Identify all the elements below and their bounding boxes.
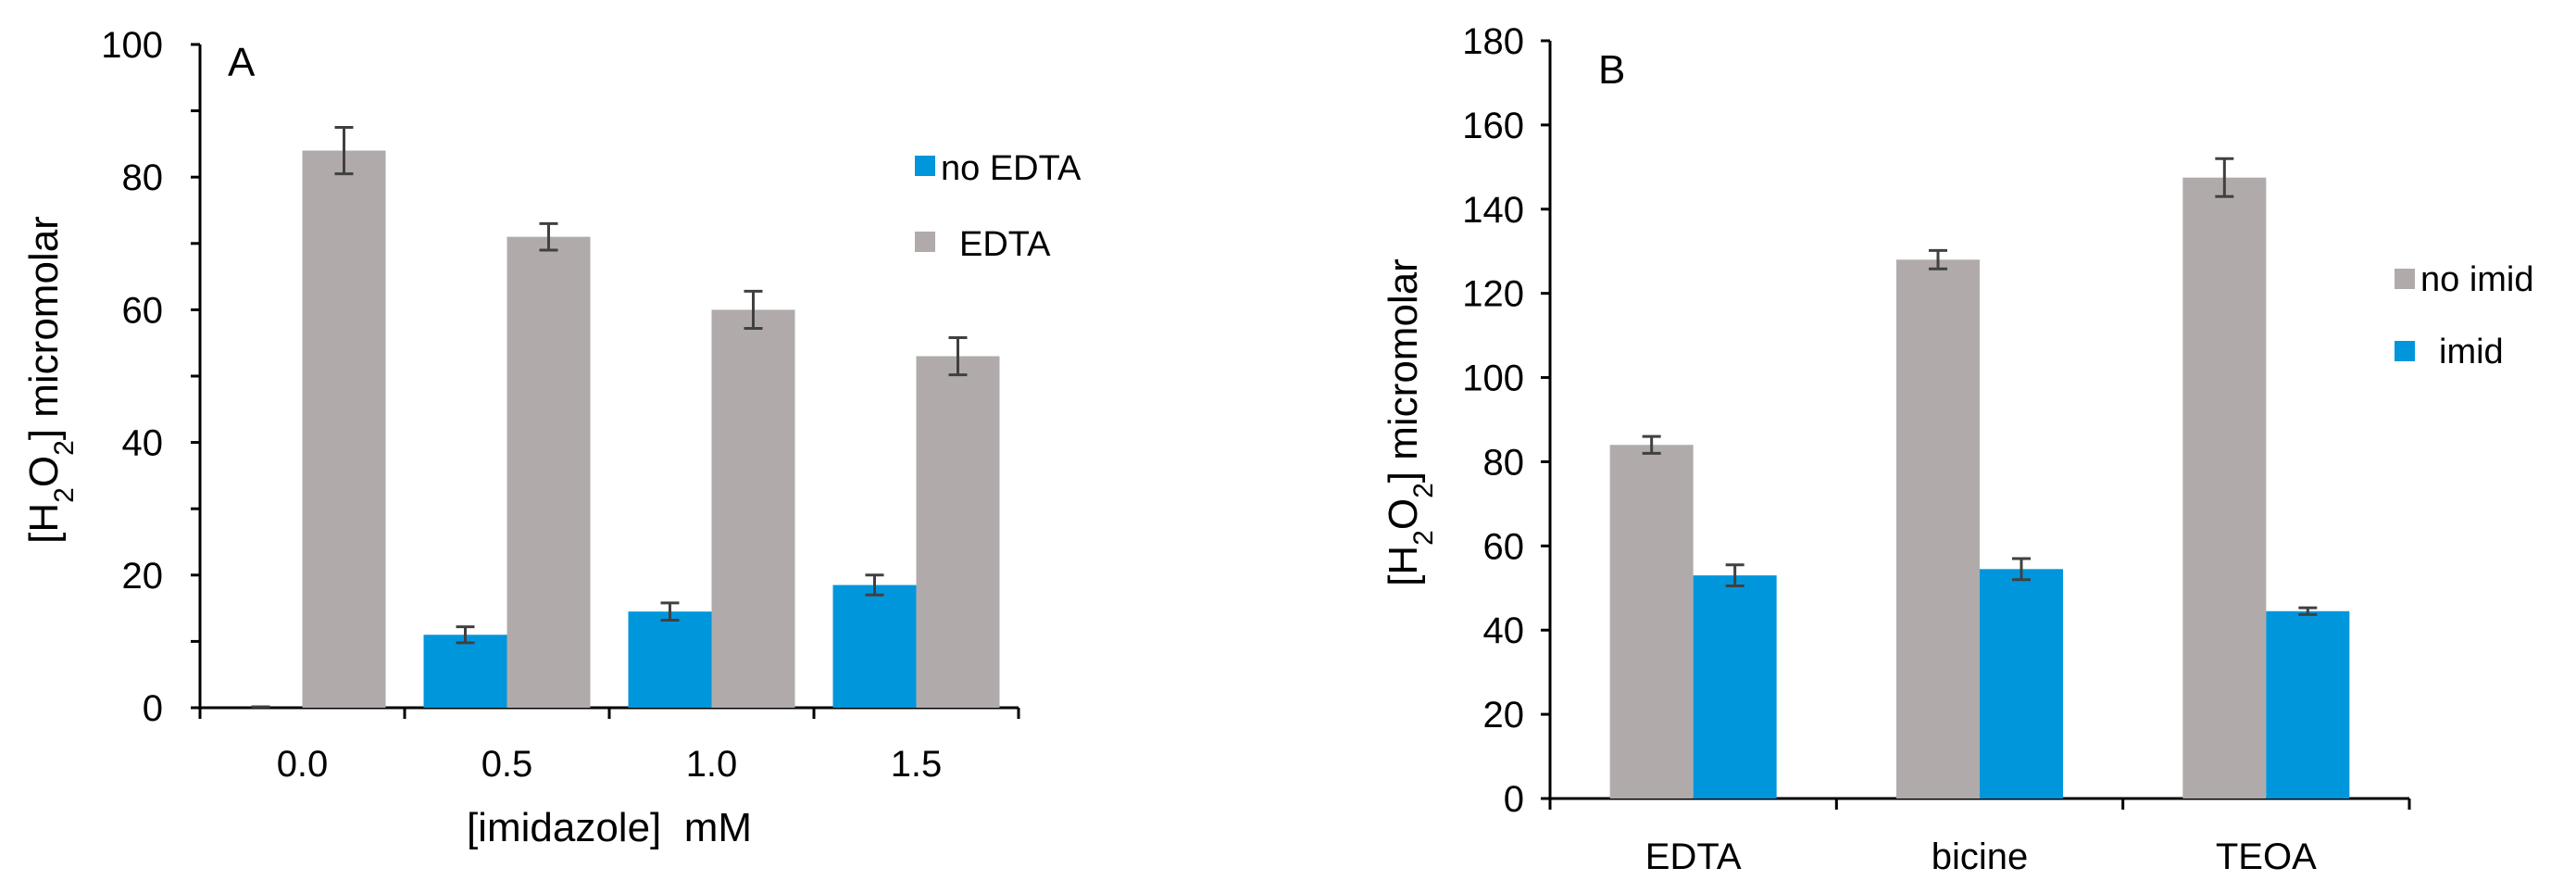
panel-b-error-bar [1642,434,1661,455]
panel-b-y-tick-label: 0 [1504,779,1524,820]
panel-a-bar-edta [302,150,386,708]
panel-a-error-bar [456,625,475,645]
panel-a-y-tick-label: 60 [122,290,164,331]
panel-b-legend-swatch-imid [2395,341,2415,361]
panel-a-y-tick-label: 20 [122,556,164,597]
panel-b-bar-imid [2266,610,2350,799]
panel-b-y-tick-label: 80 [1483,442,1525,483]
panel-b-bar-imid [1980,569,2063,799]
panel-a-x-axis-title: [imidazole] mM [467,805,752,850]
panel-b-bar-imid [1693,575,1777,799]
panel-a-legend-swatch-edta [915,232,935,252]
panel-a-y-tick-label: 40 [122,423,164,464]
panel-a-bar-no-edta [628,611,712,708]
panel-b-bar-no-imid [2182,177,2267,799]
panel-b-x-tick-label: bicine [1932,836,2029,877]
panel-a-bar-no-edta [832,585,917,708]
panel-b-x-tick-label: EDTA [1645,836,1742,877]
panel-b-y-tick-label: 20 [1483,695,1525,736]
panel-a-legend-swatch-no-edta [915,156,935,176]
panel-a-y-tick-label: 80 [122,157,164,198]
panel-a-legend: no EDTA EDTA [915,149,1082,264]
panel-a-chart: 0 20 40 60 80 100 0.0 0.5 1.0 1.5 A no EDTA EDTA… [21,25,1082,850]
panel-a-error-bar [334,126,354,176]
panel-b-y-axis-title: [H2O2] micromolar [1381,258,1439,586]
panel-b-error-bar [1725,563,1744,588]
panel-a-x-tick-label: 1.5 [891,744,943,785]
panel-b-x-tick-label: TEOA [2216,836,2317,877]
panel-b-legend-swatch-no-imid [2395,269,2415,289]
panel-a-error-bar [539,221,558,252]
panel-a-legend-label-no-edta: no EDTA [941,149,1082,188]
panel-a-x-tick-label: 1.0 [686,744,738,785]
panel-a-bar-edta [711,309,795,708]
panel-b-legend-label-no-imid: no imid [2420,260,2534,299]
panel-a-x-tick-label: 0.0 [277,744,329,785]
panel-a-x-tick-label: 0.5 [481,744,533,785]
panel-b-legend-label-imid: imid [2439,333,2504,371]
panel-b-y-tick-label: 40 [1483,610,1525,651]
panel-b-y-tick-label: 120 [1462,274,1524,315]
panel-a-error-bar [744,289,763,330]
panel-b-error-bar [2012,557,2031,582]
panel-a-y-axis-title: [H2O2] micromolar [21,216,80,544]
panel-b-letter: B [1598,47,1625,93]
panel-a-legend-label-edta: EDTA [959,225,1051,264]
panel-a-bar-edta [506,236,591,708]
panel-b-y-tick-label: 160 [1462,106,1524,146]
panel-b-legend: no imid imid [2395,260,2534,371]
panel-a-y-tick-label: 100 [101,25,163,66]
panel-a-letter: A [228,40,256,85]
panel-b-error-bar [2298,606,2318,616]
panel-b-error-bar [2215,157,2234,198]
panel-a-y-tick-label: 0 [143,688,163,729]
panel-b-y-tick-label: 60 [1483,526,1525,567]
panel-b-y-tick-label: 180 [1462,21,1524,62]
panel-b-bar-no-imid [1896,259,1980,799]
panel-a-bar-edta [916,356,1000,708]
panel-a-error-bar [865,573,884,597]
panel-b-bar-no-imid [1609,445,1694,799]
panel-b-error-bar [1929,248,1947,270]
panel-b-y-tick-label: 100 [1462,358,1524,399]
panel-a-bar-no-edta [423,635,507,708]
panel-b-y-tick-label: 140 [1462,190,1524,231]
panel-a-error-bar [948,335,968,377]
panel-a-error-bar [660,601,680,622]
